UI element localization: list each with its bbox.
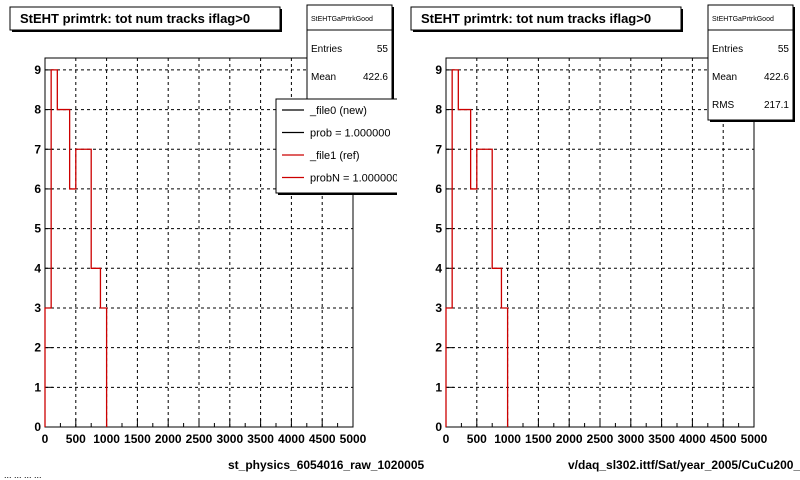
legend-label: _file1 (ref) xyxy=(309,150,360,162)
y-tick-label: 1 xyxy=(435,380,442,394)
x-tick-label: 1500 xyxy=(124,432,151,446)
stats-value: 422.6 xyxy=(363,72,388,83)
x-tick-label: 3000 xyxy=(617,432,644,446)
y-tick-label: 1 xyxy=(34,380,41,394)
x-tick-label: 3500 xyxy=(648,432,675,446)
y-tick-label: 5 xyxy=(34,222,41,236)
stats-name: StEHTGaPrtrkGood xyxy=(311,16,373,23)
y-tick-label: 0 xyxy=(435,420,442,434)
x-tick-label: 4500 xyxy=(710,432,737,446)
x-axis-label: v/daq_sl302.ittf/Sat/year_2005/CuCu200_H… xyxy=(568,458,800,472)
stats-value: 55 xyxy=(377,44,389,55)
x-tick-label: 500 xyxy=(467,432,487,446)
x-tick-label: 2000 xyxy=(556,432,583,446)
x-tick-label: 4000 xyxy=(278,432,305,446)
stats-label: Mean xyxy=(311,72,336,83)
y-tick-label: 5 xyxy=(435,222,442,236)
chart-title: StEHT primtrk: tot num tracks iflag>0 xyxy=(421,11,651,26)
y-tick-label: 8 xyxy=(34,103,41,117)
x-tick-label: 0 xyxy=(443,432,450,446)
x-tick-label: 4500 xyxy=(309,432,336,446)
x-tick-label: 5000 xyxy=(741,432,768,446)
y-tick-label: 9 xyxy=(435,63,442,77)
stats-box xyxy=(707,4,794,121)
x-tick-label: 4000 xyxy=(679,432,706,446)
y-tick-label: 2 xyxy=(34,341,41,355)
legend: _file0 (new) prob = 1.000000 _file1 (ref) p… xyxy=(275,98,398,195)
x-tick-label: 2500 xyxy=(587,432,614,446)
chart-title: StEHT primtrk: tot num tracks iflag>0 xyxy=(20,11,250,26)
stats-label: Entries xyxy=(311,44,342,55)
stats-label: Entries xyxy=(712,44,743,55)
x-tick-label: 1500 xyxy=(525,432,552,446)
y-tick-label: 6 xyxy=(34,182,41,196)
histogram-series-line xyxy=(445,69,509,427)
y-tick-label: 0 xyxy=(34,420,41,434)
y-tick-label: 9 xyxy=(34,63,41,77)
y-tick-label: 8 xyxy=(435,103,442,117)
y-tick-label: 4 xyxy=(34,261,41,275)
right-histogram-pad: 0 500 1000 1500 2000 2500 3000 3500 4000 4500 5000… xyxy=(410,4,800,472)
x-tick-label: 3500 xyxy=(247,432,274,446)
stats-value: 55 xyxy=(778,44,790,55)
stats-name: StEHTGaPrtrkGood xyxy=(712,16,774,23)
x-tick-label: 5000 xyxy=(340,432,367,446)
x-tick-label: 3000 xyxy=(216,432,243,446)
y-tick-label: 6 xyxy=(435,182,442,196)
legend-label: _file0 (new) xyxy=(309,105,367,117)
x-tick-label: 1000 xyxy=(93,432,120,446)
x-tick-label: 0 xyxy=(42,432,49,446)
y-tick-label: 2 xyxy=(435,341,442,355)
y-tick-label: 3 xyxy=(435,301,442,315)
x-tick-label: 500 xyxy=(66,432,86,446)
legend-label: probN = 1.000000 xyxy=(310,173,398,185)
histogram-series-line xyxy=(44,69,108,427)
title-box xyxy=(410,6,682,31)
stats-label: Mean xyxy=(712,72,737,83)
y-tick-label: 7 xyxy=(435,142,442,156)
x-tick-label: 1000 xyxy=(494,432,521,446)
y-tick-label: 3 xyxy=(34,301,41,315)
title-box xyxy=(9,6,281,31)
stats-value: 422.6 xyxy=(764,72,789,83)
left-histogram-pad: 0 500 1000 1500 2000 2500 3000 3500 4000 4500 5000… xyxy=(9,4,424,472)
x-tick-label: 2500 xyxy=(186,432,213,446)
y-tick-label: 4 xyxy=(435,261,442,275)
partial-timestamp-text: ... ... ... ... xyxy=(4,470,42,480)
x-axis-label: st_physics_6054016_raw_1020005 xyxy=(228,458,424,472)
x-tick-label: 2000 xyxy=(155,432,182,446)
stats-label: RMS xyxy=(712,100,735,111)
legend-label: prob = 1.000000 xyxy=(310,128,390,140)
y-tick-label: 7 xyxy=(34,142,41,156)
stats-value: 217.1 xyxy=(764,100,789,111)
